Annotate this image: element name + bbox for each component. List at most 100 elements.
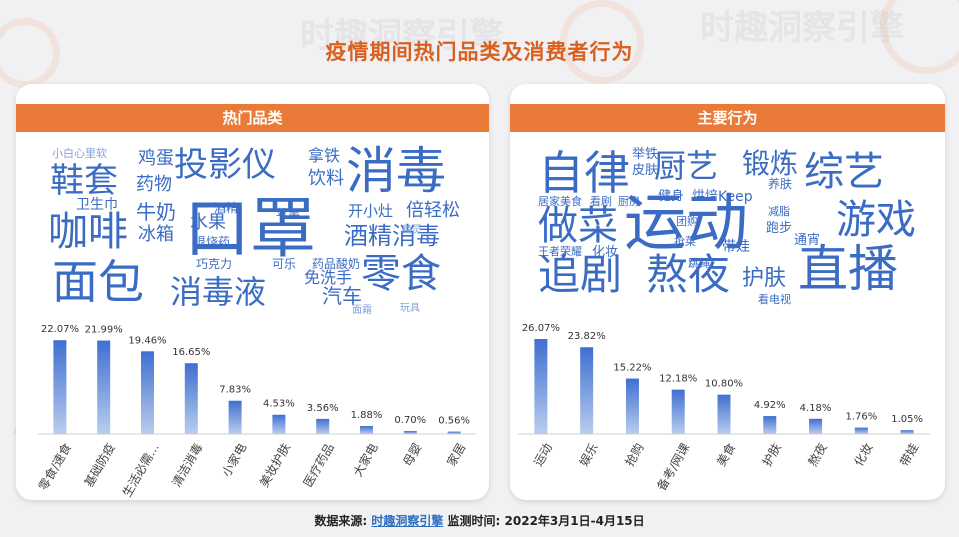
bar [228, 400, 242, 434]
cloud-word: 通宵 [794, 233, 821, 248]
cloud-word: 看电视 [758, 293, 791, 306]
cloud-word: 厨艺 [654, 147, 719, 185]
cloud-word: 护肤 [742, 266, 787, 291]
cloud-word: 举铁 [632, 147, 659, 162]
cloud-word: 退烧药 [194, 235, 231, 249]
cloud-word: 皮肤 [632, 163, 659, 178]
category-tick-label: 护肤 [759, 440, 784, 468]
cloud-word: 牛奶 [136, 200, 176, 224]
bar-value-label: 0.56% [438, 416, 470, 427]
cloud-word: 跳绳 [688, 257, 710, 270]
bar [671, 389, 685, 434]
category-tick-label: 零食/速食 [35, 440, 74, 493]
cloud-word: 卫生巾 [76, 197, 118, 213]
cloud-word: 药品 [312, 257, 337, 271]
bar-chart-behaviors: 26.07% 运动 23.82% 娱乐 15.22% 抢购 12.18% 备考/网课 10.80… [518, 323, 930, 493]
cloud-word: 水果 [190, 212, 226, 233]
category-tick-label: 运动 [531, 441, 555, 469]
cloud-word: 酒精 [214, 201, 239, 215]
page-title: 疫情期间热门品类及消费者行为 [325, 40, 634, 64]
cloud-word: 苹果 [276, 207, 301, 221]
cloud-word: 健身 [658, 189, 685, 204]
cloud-word: 酒精消毒 [344, 222, 440, 250]
bar-value-label: 22.07% [41, 324, 79, 335]
bar [272, 414, 286, 434]
bar [403, 431, 417, 434]
category-tick-label: 母婴 [400, 441, 424, 469]
cloud-word: 可乐 [272, 257, 297, 271]
cloud-word: 玩具 [400, 303, 420, 314]
bar-value-label: 4.53% [263, 399, 295, 410]
category-tick-label: 娱乐 [577, 441, 601, 469]
cloud-word: 倍轻松 [406, 200, 460, 221]
bar-value-label: 1.76% [845, 412, 877, 423]
footer-period: 监测时间: 2022年3月1日-4月15日 [447, 514, 645, 528]
cloud-word: 做菜 [538, 203, 618, 249]
bar [53, 340, 67, 434]
cloud-word: 抢菜 [674, 235, 696, 248]
cloud-word: 养肤 [768, 177, 793, 191]
bar [854, 427, 868, 434]
cloud-word: 消毒液 [170, 273, 267, 311]
right-card-header: 主要行为 [510, 104, 945, 132]
cloud-word: 厨房 [618, 195, 640, 208]
footer-source-link[interactable]: 时趣洞察引擎 [371, 514, 444, 528]
bar-value-label: 1.05% [891, 414, 923, 425]
cloud-word: 烘焙 [692, 189, 719, 204]
cloud-word: 直播 [798, 240, 898, 298]
cloud-word: 口罩 [184, 190, 316, 267]
cloud-word: 开小灶 [348, 202, 394, 220]
bar-value-label: 3.56% [307, 403, 339, 414]
bar [809, 418, 823, 434]
cloud-word: 运动 [624, 186, 749, 259]
category-tick-label: 大家电 [350, 440, 381, 479]
right-card: 主要行为 运动 自律 做菜 追剧 熬夜 直播 综艺 游戏 厨艺 锻炼 护肤 举铁… [510, 84, 945, 500]
cloud-word: 汽车 [322, 284, 362, 308]
cloud-word: 面包 [52, 255, 144, 309]
word-cloud-categories: 口罩 消毒 面包 咖啡 零食 消毒液 投影仪 鞋套 酒精消毒 鸡蛋 药物 牛奶 … [46, 142, 460, 391]
cloud-word: 冰箱 [138, 224, 174, 245]
bar-value-label: 7.83% [219, 385, 251, 396]
bar-value-label: 1.88% [351, 410, 383, 421]
cloud-word: 药物 [136, 174, 172, 195]
bar-chart-categories: 22.07% 零食/速食 21.99% 基础防疫 19.46% 生活必需... 16.65%… [35, 324, 476, 499]
cloud-word: 锻炼 [742, 147, 799, 180]
cloud-word: 零食 [361, 251, 441, 297]
cloud-word: 王者荣耀 [538, 245, 582, 258]
cloud-word: 消毒 [346, 142, 446, 200]
category-tick-label: 清洁消毒 [169, 441, 205, 490]
bar [717, 394, 731, 434]
category-tick-label: 家居 [443, 440, 468, 468]
bar-value-label: 0.70% [394, 415, 426, 426]
cloud-word: 跑步 [766, 221, 793, 236]
footer: 数据来源: 时趣洞察引擎 监测时间: 2022年3月1日-4月15日 [0, 512, 959, 529]
category-tick-label: 抢购 [622, 440, 647, 468]
cloud-word: 巧克力 [196, 257, 233, 271]
bar [447, 431, 461, 434]
cloud-word: 团购 [676, 215, 698, 228]
cloud-word: 熬夜 [646, 250, 731, 299]
category-tick-label: 带娃 [897, 441, 921, 469]
bar-value-label: 19.46% [128, 335, 166, 346]
cloud-word: 酸奶 [336, 257, 361, 271]
bar [625, 378, 639, 434]
cloud-word: 化妆 [592, 245, 619, 260]
cloud-word: 居家美食 [538, 195, 582, 208]
category-tick-label: 熬夜 [805, 440, 830, 468]
cloud-word: 鞋套 [50, 161, 118, 201]
cloud-word: 带娃 [722, 239, 750, 255]
bar [580, 347, 594, 434]
cloud-word: 鸡蛋 [138, 148, 174, 169]
category-tick-label: 备考/网课 [654, 441, 692, 493]
left-card: 热门品类 口罩 消毒 面包 咖啡 零食 消毒液 投影仪 鞋套 酒精消毒 鸡蛋 药… [16, 84, 489, 500]
cloud-word: 咖啡 [48, 209, 128, 255]
bar-value-label: 15.22% [613, 363, 651, 374]
bar-value-label: 12.18% [659, 374, 697, 385]
category-tick-label: 生活必需... [120, 441, 162, 499]
bar-value-label: 16.65% [172, 347, 210, 358]
cloud-word: Keep [718, 189, 753, 205]
cloud-word: 小白心里软 [52, 147, 107, 160]
bar-value-label: 10.80% [705, 379, 743, 390]
bar-value-label: 23.82% [568, 331, 606, 342]
category-tick-label: 小家电 [218, 440, 249, 479]
